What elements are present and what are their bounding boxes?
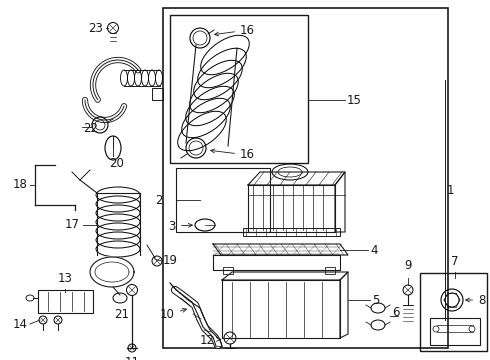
Polygon shape <box>90 257 134 287</box>
Text: 13: 13 <box>57 272 73 285</box>
Text: 5: 5 <box>372 293 379 306</box>
Text: 16: 16 <box>215 23 255 36</box>
Text: 11: 11 <box>124 356 140 360</box>
Text: 23: 23 <box>88 22 103 35</box>
Bar <box>163 8 448 348</box>
Bar <box>170 15 308 163</box>
Bar <box>243 228 340 236</box>
Text: 9: 9 <box>404 259 412 272</box>
Text: 22: 22 <box>83 122 98 135</box>
Bar <box>38 290 93 313</box>
Bar <box>325 267 335 274</box>
Text: 16: 16 <box>211 148 255 162</box>
Text: 7: 7 <box>451 255 459 268</box>
Text: 18: 18 <box>13 179 28 192</box>
Text: 14: 14 <box>13 319 28 332</box>
Text: 21: 21 <box>115 308 129 321</box>
Text: 2: 2 <box>155 194 163 207</box>
Polygon shape <box>222 272 348 280</box>
Bar <box>223 267 233 274</box>
Text: 1: 1 <box>447 184 455 197</box>
Text: 12: 12 <box>200 333 220 346</box>
Bar <box>430 318 480 345</box>
Text: 8: 8 <box>466 293 486 306</box>
Text: 15: 15 <box>347 94 362 107</box>
Bar <box>420 273 487 351</box>
Text: 4: 4 <box>370 243 377 256</box>
Text: 19: 19 <box>163 253 178 266</box>
Polygon shape <box>222 280 340 338</box>
Text: 17: 17 <box>65 219 80 231</box>
Bar <box>248 185 335 232</box>
Bar <box>152 88 163 100</box>
Bar <box>176 168 270 232</box>
Polygon shape <box>213 255 340 270</box>
Polygon shape <box>340 272 348 338</box>
Text: 3: 3 <box>169 220 192 233</box>
Text: 10: 10 <box>160 309 187 321</box>
Text: 20: 20 <box>110 157 124 170</box>
Polygon shape <box>213 244 348 255</box>
Text: 6: 6 <box>392 306 399 319</box>
